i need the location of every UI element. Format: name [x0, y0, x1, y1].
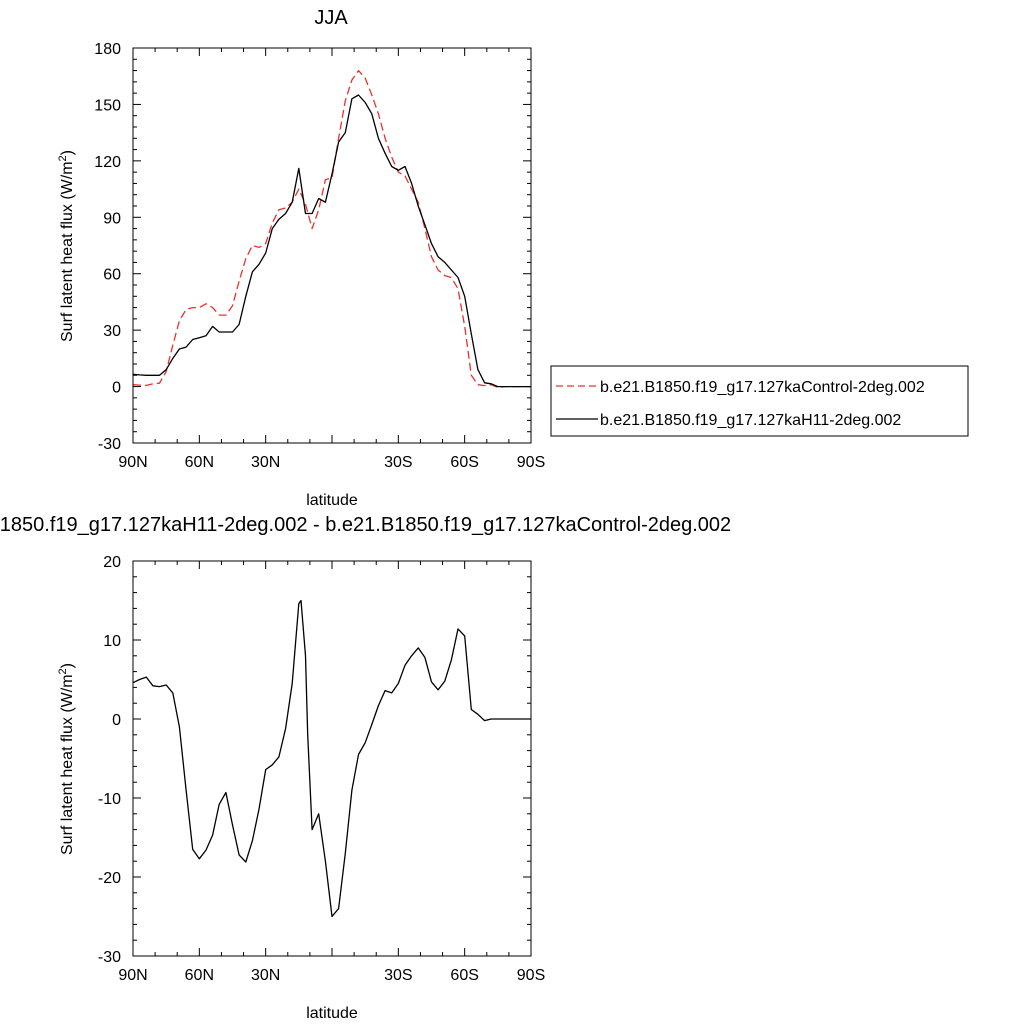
top-y-tick-label: 150 — [94, 97, 121, 114]
top-series-line-1 — [132, 94, 531, 388]
top-plot-frame — [132, 47, 532, 444]
legend: b.e21.B1850.f19_g17.127kaControl-2deg.00… — [550, 365, 969, 437]
bottom-y-tick-label: -10 — [98, 791, 121, 808]
top-x-axis-label: latitude — [306, 492, 358, 509]
top-x-tick-label: 30N — [251, 454, 280, 471]
top-y-axis-label-text: Surf latent heat flux (W/m — [59, 161, 76, 342]
bottom-y-axis-label-text: Surf latent heat flux (W/m — [59, 674, 76, 855]
bottom-x-tick-label: 90N — [118, 967, 147, 984]
bottom-y-tick-label: 0 — [112, 712, 121, 729]
bottom-y-tick-label: 10 — [103, 633, 121, 650]
bottom-x-tick-label: 30N — [251, 967, 280, 984]
bottom-series-line-0 — [132, 599, 531, 918]
bottom-chart-title: b.e21.B1850.f19_g17.127kaH11-2deg.002 - … — [0, 514, 731, 536]
top-chart-title: JJA — [314, 7, 348, 29]
top-chart-panel: JJA 90N 60N 30N 30S 60S 90S -30 0 30 60 90 120 150 18… — [57, 7, 545, 509]
bottom-y-axis-label-close: ) — [59, 663, 76, 668]
top-x-tick-label: 90N — [118, 454, 147, 471]
top-x-tick-label: 90S — [517, 454, 545, 471]
top-y-tick-label: 0 — [112, 380, 121, 397]
legend-label-experiment: b.e21.B1850.f19_g17.127kaH11-2deg.002 — [600, 412, 901, 429]
top-y-tick-label: 60 — [103, 267, 121, 284]
legend-label-control: b.e21.B1850.f19_g17.127kaControl-2deg.00… — [600, 379, 925, 396]
top-y-tick-label: 120 — [94, 154, 121, 171]
bottom-x-tick-label: 30S — [384, 967, 412, 984]
bottom-chart-panel: b.e21.B1850.f19_g17.127kaH11-2deg.002 - … — [0, 514, 731, 1022]
legend-box — [550, 365, 969, 437]
bottom-x-tick-label: 60N — [185, 967, 214, 984]
bottom-x-tick-label: 90S — [517, 967, 545, 984]
bottom-x-axis-label: latitude — [306, 1005, 358, 1022]
top-y-axis-label-close: ) — [59, 150, 76, 155]
top-y-axis-label-superscript: 2 — [57, 155, 69, 161]
bottom-y-tick-label: -30 — [98, 949, 121, 966]
bottom-y-axis-label: Surf latent heat flux (W/m2) — [57, 663, 76, 855]
top-chart-marks: 90N 60N 30N 30S 60S 90S -30 0 30 60 90 120 150 180 — [94, 41, 545, 471]
bottom-y-axis-label-superscript: 2 — [57, 668, 69, 674]
bottom-x-tick-label: 60S — [450, 967, 478, 984]
bottom-chart-marks: 90N 60N 30N 30S 60S 90S -30 -20 -10 0 10 20 — [98, 554, 545, 984]
top-y-tick-label: 90 — [103, 210, 121, 227]
bottom-plot-frame — [132, 560, 532, 957]
top-y-axis-label: Surf latent heat flux (W/m2) — [57, 150, 76, 342]
bottom-y-tick-label: 20 — [103, 554, 121, 571]
top-x-tick-label: 60S — [450, 454, 478, 471]
bottom-y-tick-label: -20 — [98, 870, 121, 887]
top-y-tick-label: 30 — [103, 323, 121, 340]
top-y-tick-label: 180 — [94, 41, 121, 58]
top-x-tick-label: 30S — [384, 454, 412, 471]
top-y-tick-label: -30 — [98, 436, 121, 453]
top-x-tick-label: 60N — [185, 454, 214, 471]
